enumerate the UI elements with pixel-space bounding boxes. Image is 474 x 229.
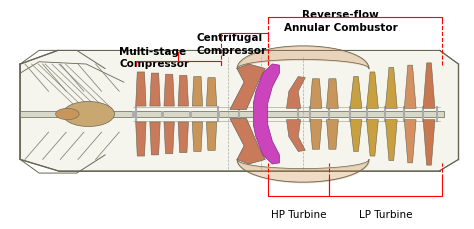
Polygon shape [230, 119, 265, 164]
Polygon shape [423, 120, 435, 165]
Polygon shape [164, 123, 174, 154]
Polygon shape [385, 120, 397, 161]
Polygon shape [366, 120, 378, 156]
Polygon shape [286, 77, 305, 109]
Polygon shape [136, 123, 146, 156]
Polygon shape [404, 66, 416, 109]
Polygon shape [20, 51, 458, 171]
Polygon shape [350, 77, 362, 109]
Polygon shape [206, 78, 217, 106]
Polygon shape [327, 120, 338, 150]
Circle shape [63, 102, 115, 127]
Polygon shape [192, 123, 202, 152]
Polygon shape [206, 123, 217, 151]
Polygon shape [310, 79, 322, 109]
Polygon shape [150, 74, 160, 106]
Polygon shape [385, 68, 397, 109]
Polygon shape [423, 64, 435, 109]
Polygon shape [192, 77, 202, 106]
Polygon shape [327, 79, 338, 109]
Polygon shape [404, 120, 416, 163]
Text: Centrifugal
Compressor: Centrifugal Compressor [197, 33, 267, 55]
Text: Multi-stage
Compressor: Multi-stage Compressor [119, 47, 189, 69]
Polygon shape [350, 120, 362, 152]
Text: HP Turbine: HP Turbine [271, 209, 326, 218]
Text: LP Turbine: LP Turbine [359, 209, 412, 218]
Polygon shape [254, 65, 279, 164]
Polygon shape [150, 123, 160, 155]
Bar [20, 111, 444, 118]
Circle shape [55, 109, 79, 120]
Polygon shape [310, 120, 322, 150]
Text: Reverse-flow
Annular Combustor: Reverse-flow Annular Combustor [284, 11, 398, 33]
Polygon shape [178, 76, 189, 106]
Polygon shape [164, 75, 174, 106]
Polygon shape [230, 65, 265, 110]
Polygon shape [136, 73, 146, 106]
Polygon shape [286, 120, 305, 152]
Polygon shape [178, 123, 189, 153]
Polygon shape [366, 73, 378, 109]
